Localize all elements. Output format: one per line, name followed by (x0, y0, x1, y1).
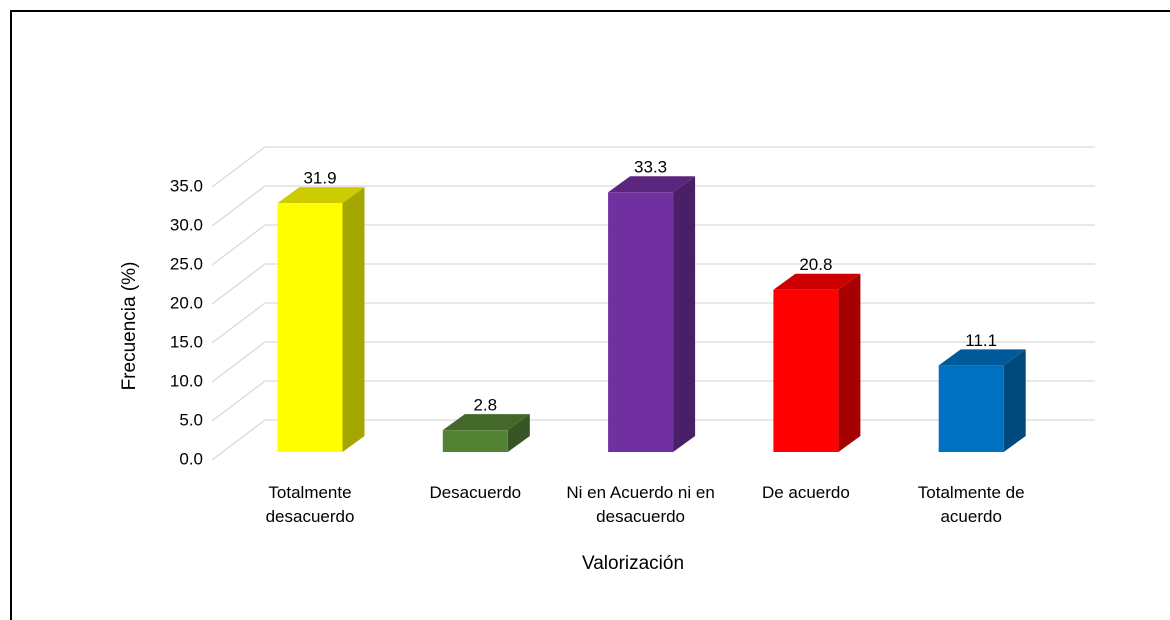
bar-top (442, 414, 530, 431)
x-tick-label: Totalmente desacuerdo (265, 483, 355, 526)
bar (773, 289, 839, 452)
data-label: 33.3 (634, 158, 667, 177)
y-tick-label: 10.0 (170, 371, 203, 390)
data-label: 20.8 (799, 255, 832, 274)
y-tick-label: 20.0 (170, 293, 203, 312)
x-tick-label: Totalmente de acuerdo (917, 483, 1025, 526)
grid-line (211, 263, 1095, 305)
y-tick-label: 5.0 (179, 410, 203, 429)
grid-line (211, 224, 1095, 266)
grid-line (211, 146, 1095, 188)
y-axis-title: Frecuencia (%) (119, 262, 140, 391)
x-tick-label: Desacuerdo (429, 483, 522, 502)
frame (10, 10, 1170, 620)
bar-side (838, 273, 861, 452)
bar-side (507, 414, 530, 452)
bar-side (342, 187, 365, 452)
bar-top (773, 273, 861, 290)
x-tick-label: De acuerdo (761, 483, 850, 502)
y-tick-label: 35.0 (170, 176, 203, 195)
x-axis-title: Valorización (582, 553, 684, 574)
bar-side (1003, 349, 1026, 452)
bar (442, 430, 508, 452)
y-tick-label: 0.0 (179, 449, 203, 468)
y-tick-label: 30.0 (170, 215, 203, 234)
data-label: 11.1 (965, 331, 997, 350)
bar (938, 365, 1004, 452)
bar (277, 203, 343, 452)
data-label: 31.9 (303, 169, 336, 188)
y-tick-label: 25.0 (170, 254, 203, 273)
bar-top (608, 176, 696, 193)
x-tick-label: Ni en Acuerdo ni en desacuerdo (566, 483, 715, 526)
grid-line (211, 185, 1095, 227)
bar-top (277, 187, 365, 204)
bar (608, 192, 674, 452)
y-tick-label: 15.0 (170, 332, 203, 351)
bar-top (938, 349, 1026, 366)
data-label: 2.8 (473, 396, 497, 415)
bar-side (673, 176, 696, 452)
